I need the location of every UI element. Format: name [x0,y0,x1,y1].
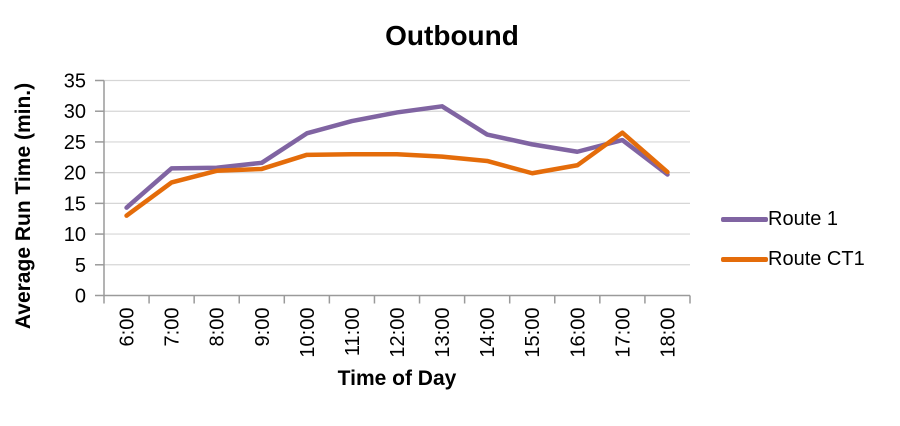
legend-label-route-1: Route 1 [768,207,839,230]
legend: Route 1 Route CT1 [721,206,865,272]
x-axis-title: Time of Day [337,367,457,390]
y-tick-label: 10 [64,224,86,246]
series-line-route-1 [124,104,670,210]
y-tick-label: 30 [64,101,86,123]
legend-item-route-1: Route 1 [721,206,865,232]
series-line-route-ct1 [124,130,670,218]
y-tick-label: 15 [64,193,86,215]
y-tick-label: 20 [64,163,86,185]
x-tick-label: 6:00 [117,308,139,347]
x-tick-label: 9:00 [252,308,274,347]
legend-item-route-ct1: Route CT1 [721,246,865,272]
legend-swatch-route-1 [721,216,768,222]
legend-label-route-ct1: Route CT1 [768,247,865,270]
legend-swatch-route-ct1 [721,256,768,262]
x-tick-label: 14:00 [477,308,499,358]
y-tick-label: 0 [75,286,86,308]
x-tick-label: 11:00 [342,308,364,357]
x-tick-label: 10:00 [297,308,319,358]
x-tick-label: 18:00 [657,308,679,358]
y-tick-label: 25 [64,132,86,154]
y-tick-label: 35 [64,71,86,93]
x-tick-label: 12:00 [387,308,409,358]
y-tick-label: 5 [75,255,86,277]
x-tick-label: 16:00 [567,308,589,358]
x-tick-label: 8:00 [207,308,229,347]
x-tick-label: 13:00 [432,308,454,358]
x-tick-label: 7:00 [162,308,184,347]
chart-title: Outbound [385,20,519,51]
x-tick-label: 15:00 [522,308,544,358]
x-tick-label: 17:00 [612,308,634,358]
